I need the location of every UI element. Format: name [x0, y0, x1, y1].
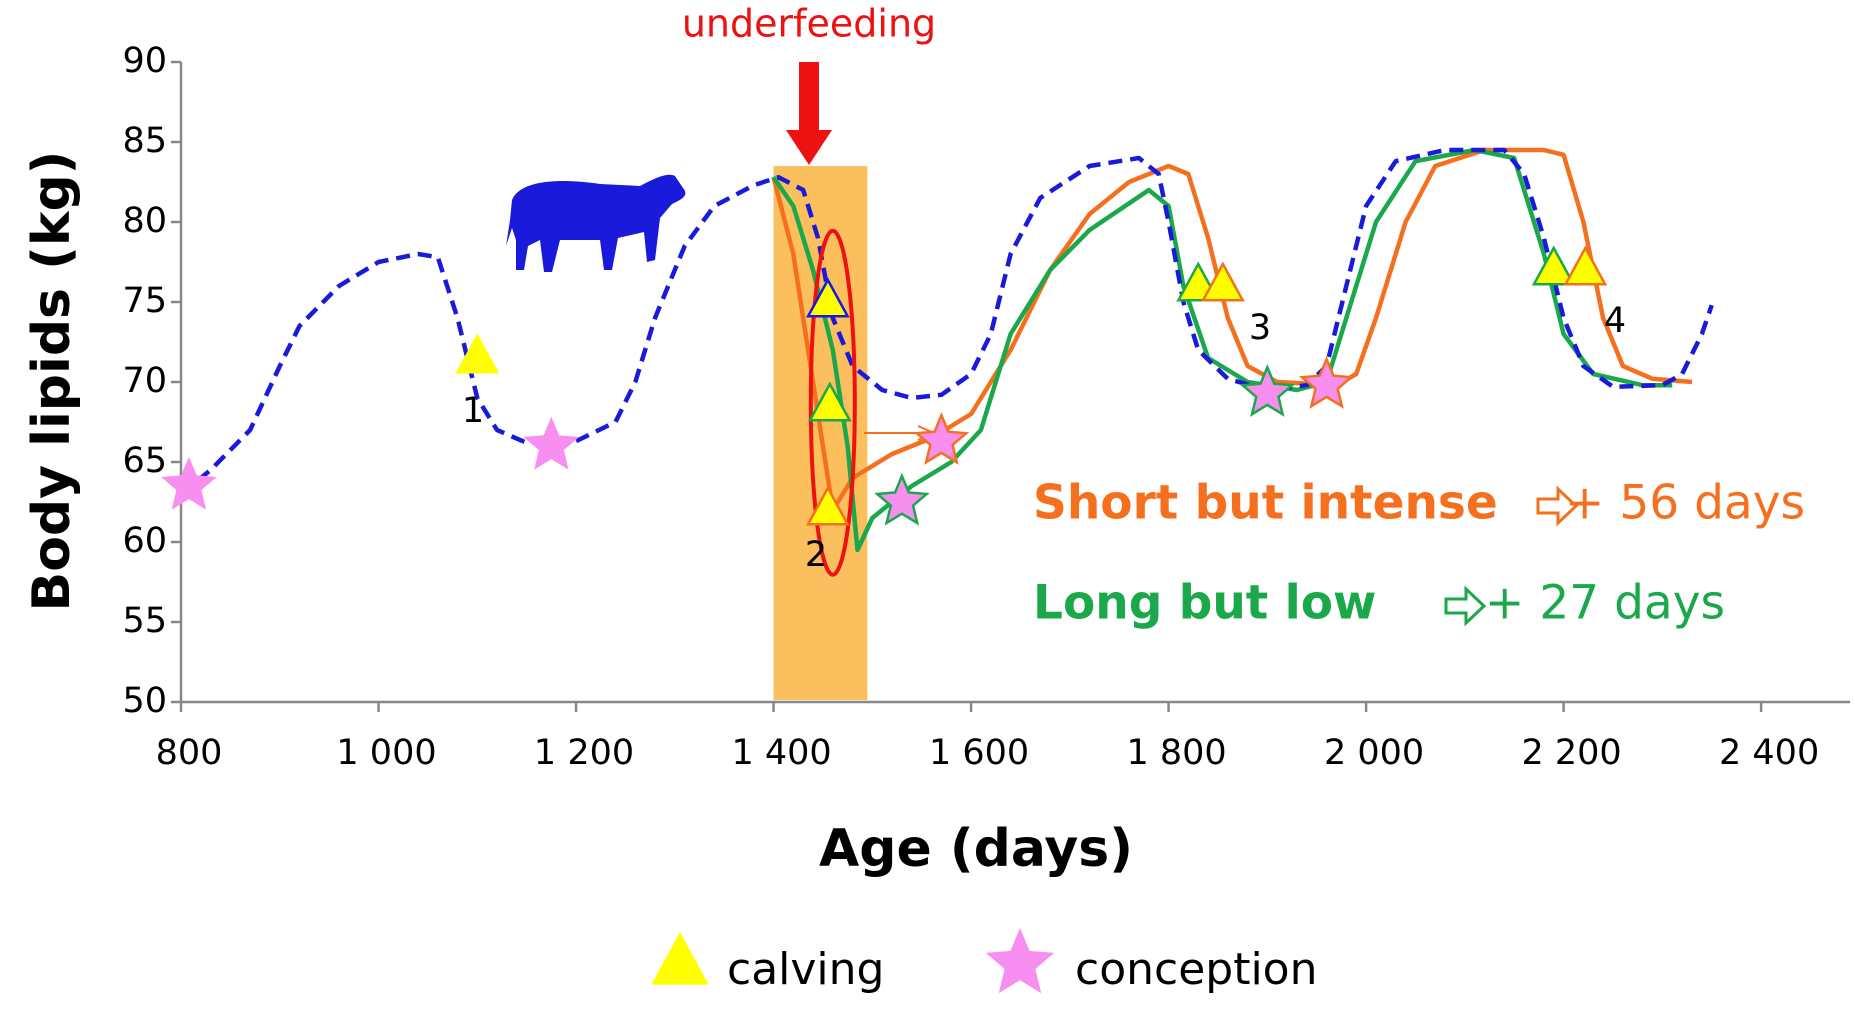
cycle-label: 2	[805, 535, 827, 575]
marker-triangle	[1531, 245, 1576, 286]
annotation-text: Short but intense	[1033, 476, 1498, 531]
line-series	[179, 147, 1714, 496]
cycle-label: 3	[1249, 308, 1271, 348]
x-tick-label: 2 200	[1522, 733, 1622, 773]
line-series	[771, 147, 1693, 513]
annotation-text: Long but low	[1033, 576, 1376, 631]
legend-marker	[985, 928, 1055, 994]
y-tick-label: 80	[122, 201, 167, 241]
marker-triangle	[455, 333, 500, 374]
underfeeding-label: underfeeding	[682, 2, 936, 46]
marker-triangle	[1200, 261, 1245, 302]
marker-triangle	[807, 381, 852, 422]
x-tick-label: 1 000	[336, 733, 436, 773]
marker-triangle	[805, 485, 850, 526]
marker-triangle	[805, 277, 850, 318]
x-tick-label: 1 400	[731, 733, 831, 773]
x-tick-label: 1 800	[1126, 733, 1226, 773]
y-tick-label: 90	[122, 41, 167, 81]
x-axis-title: Age (days)	[819, 819, 1133, 879]
annotation-delay: + 56 days	[1565, 476, 1805, 531]
marker-star	[1239, 363, 1296, 417]
y-tick-label: 55	[122, 601, 167, 641]
y-tick-label: 85	[122, 121, 167, 161]
marker-star	[161, 456, 217, 510]
cycle-label: 4	[1604, 301, 1626, 341]
x-tick-label: 1 600	[929, 733, 1029, 773]
y-tick-label: 65	[122, 441, 167, 481]
y-tick-label: 50	[122, 681, 167, 721]
underfeeding-arrow	[786, 62, 832, 165]
y-tick-label: 60	[122, 521, 167, 561]
x-tick-label: 800	[156, 733, 223, 773]
highlight-ellipse	[808, 228, 857, 577]
y-tick-label: 70	[122, 361, 167, 401]
legend-marker	[651, 932, 709, 985]
legend-label: conception	[1075, 944, 1317, 995]
x-tick-label: 2 400	[1719, 733, 1819, 773]
annotation-delay: + 27 days	[1485, 576, 1725, 631]
y-axis-title: Body lipids (kg)	[22, 151, 82, 612]
marker-star	[1298, 355, 1355, 409]
cow-icon	[506, 174, 686, 272]
x-tick-label: 1 200	[534, 733, 634, 773]
legend-label: calving	[727, 944, 884, 995]
marker-star	[874, 472, 930, 526]
marker-star	[523, 416, 580, 470]
line-series	[771, 147, 1673, 553]
y-tick-label: 75	[122, 281, 167, 321]
annotation-arrow	[1444, 585, 1487, 627]
annotation-arrow	[1536, 485, 1579, 527]
marker-triangle	[1563, 245, 1608, 286]
marker-star	[913, 411, 970, 465]
cycle-label: 1	[462, 391, 484, 431]
x-tick-label: 2 000	[1324, 733, 1424, 773]
